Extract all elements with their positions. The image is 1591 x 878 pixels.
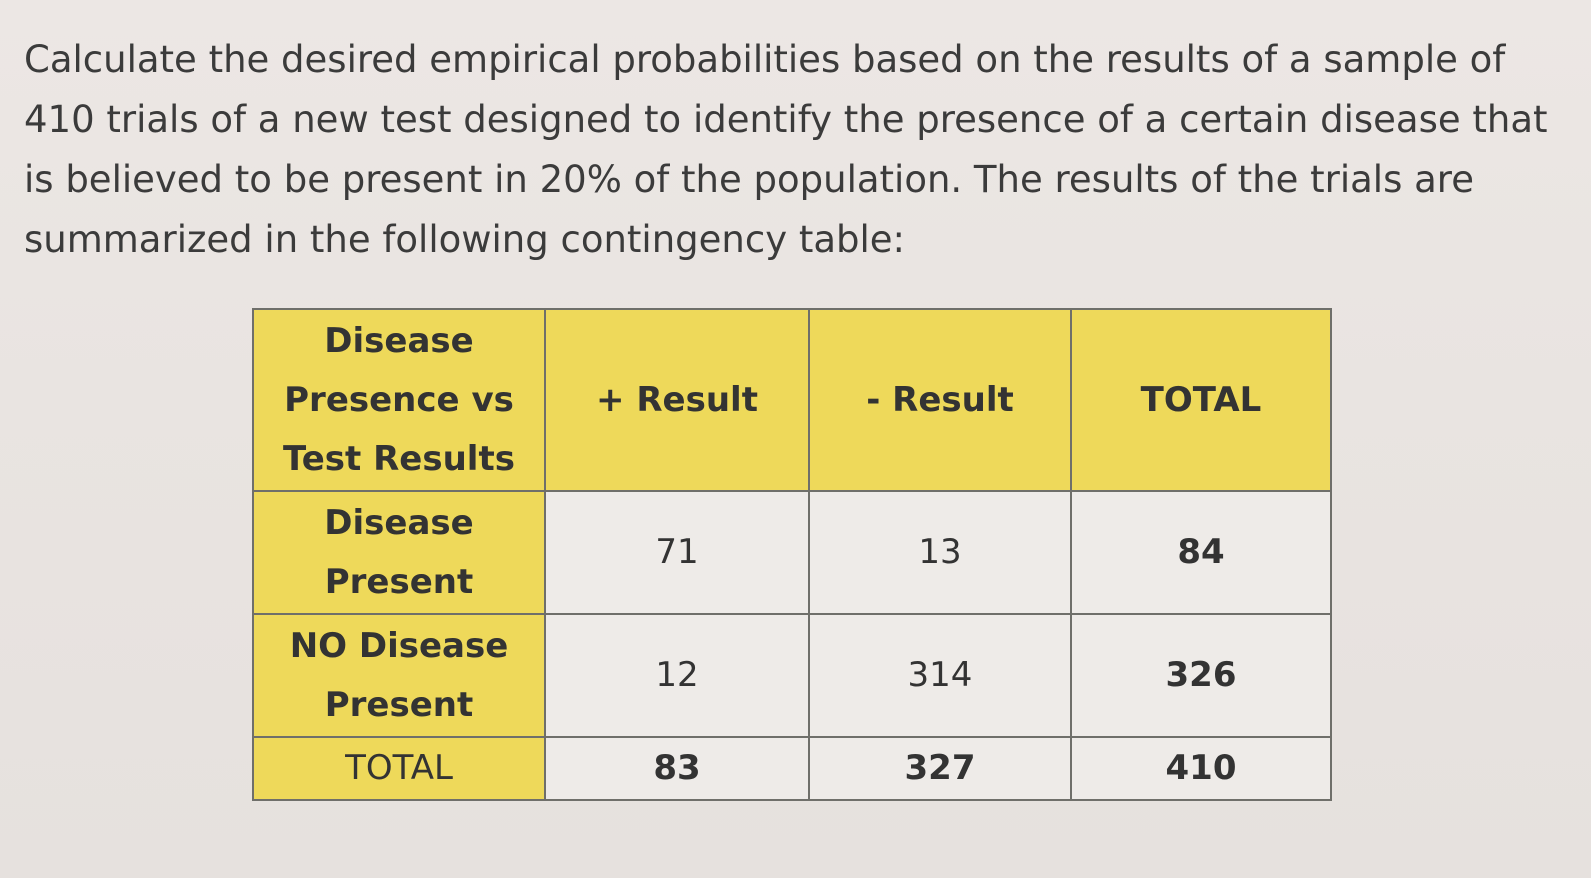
table-cell: 12 [544, 613, 810, 738]
table-row: NO Disease Present 12 314 326 [252, 613, 1332, 738]
problem-statement: Calculate the desired empirical probabil… [24, 38, 1548, 261]
corner-header-cell: Disease Presence vs Test Results [252, 308, 546, 492]
header-negative-result: - Result [808, 308, 1072, 492]
grand-total-cell: 410 [1070, 736, 1332, 801]
row-label-disease-present: Disease Present [252, 490, 546, 615]
row-label: NO Disease Present [289, 625, 509, 725]
header-label: + Result [596, 379, 758, 420]
row-total-cell: 326 [1070, 613, 1332, 738]
table-total-row: TOTAL 83 327 410 [252, 736, 1332, 801]
row-label-total: TOTAL [252, 736, 546, 801]
table-row: Disease Present 71 13 84 [252, 490, 1332, 615]
table-cell: 71 [544, 490, 810, 615]
column-total-cell: 327 [808, 736, 1072, 801]
row-label: TOTAL [345, 748, 453, 788]
header-positive-result: + Result [544, 308, 810, 492]
corner-header-label: Disease Presence vs Test Results [283, 320, 515, 479]
row-total-cell: 84 [1070, 490, 1332, 615]
header-label: TOTAL [1140, 379, 1262, 420]
table-cell: 314 [808, 613, 1072, 738]
header-label: - Result [866, 379, 1014, 420]
header-total: TOTAL [1070, 308, 1332, 492]
column-total-cell: 83 [544, 736, 810, 801]
contingency-table: Disease Presence vs Test Results + Resul… [252, 308, 1332, 801]
row-label-no-disease-present: NO Disease Present [252, 613, 546, 738]
table-header-row: Disease Presence vs Test Results + Resul… [252, 308, 1332, 492]
row-label: Disease Present [324, 502, 474, 602]
table-cell: 13 [808, 490, 1072, 615]
